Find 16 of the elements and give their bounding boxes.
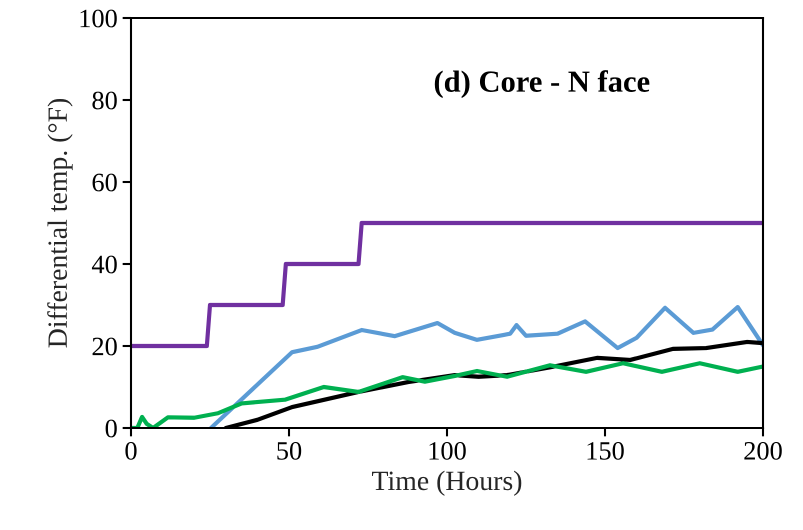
y-tick-label: 60 [92, 174, 117, 192]
x-tick-label: 200 [744, 442, 782, 460]
x-tick-label: 50 [277, 442, 302, 460]
y-tick-label: 20 [92, 338, 117, 356]
y-tick-label: 80 [92, 92, 117, 110]
x-tick-label: 150 [588, 442, 624, 460]
x-tick-label: 0 [125, 442, 137, 460]
y-axis-title: Differential temp. (°F) [47, 98, 73, 348]
text: (d) Core - N face [434, 70, 650, 98]
line-series [131, 220, 763, 348]
line-series [208, 304, 763, 428]
y-tick-label: 0 [106, 420, 117, 438]
x-axis-title: Time (Hours) [372, 470, 522, 496]
x-tick-label: 100 [430, 442, 466, 460]
y-tick-label: 100 [80, 10, 117, 28]
y-tick-label: 40 [92, 256, 117, 274]
